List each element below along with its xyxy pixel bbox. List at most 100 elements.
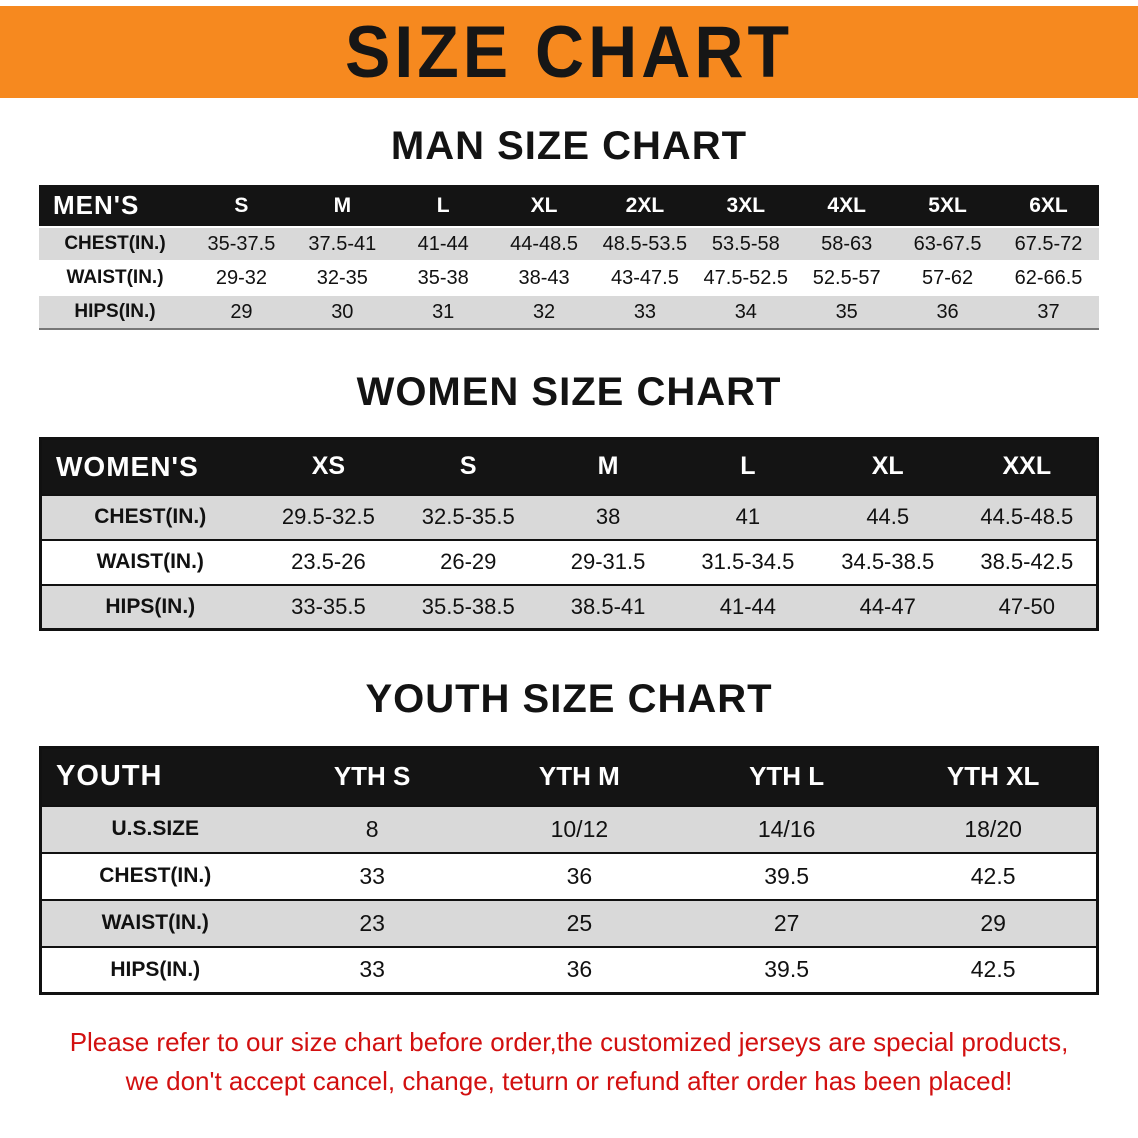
table-row: HIPS(IN.) 33 36 39.5 42.5	[40, 946, 1098, 994]
column-header: YTH L	[683, 747, 891, 806]
column-header: 6XL	[998, 185, 1099, 227]
size-value-cell: 34	[734, 300, 757, 323]
table-corner-label: YOUTH	[40, 747, 269, 806]
size-value-cell: 27	[773, 909, 800, 936]
size-value-cell: 29.5-32.5	[281, 504, 375, 529]
size-value-cell: 14/16	[757, 815, 816, 842]
table-header-row: MEN'S S M L XL 2XL 3XL 4XL 5XL 6XL	[39, 185, 1099, 227]
table-row: WAIST(IN.) 23.5-26 26-29 29-31.5 31.5-34.5 34…	[40, 539, 1098, 585]
size-value-cell: 41	[735, 504, 761, 529]
size-value-cell: 44.5-48.5	[980, 504, 1074, 529]
size-value-cell: 29-31.5	[570, 549, 646, 574]
men-size-table: MEN'S S M L XL 2XL 3XL 4XL 5XL 6XL CHEST(IN.) 35-37…	[39, 185, 1099, 330]
size-value-cell: 44-47	[859, 593, 916, 619]
table-row: CHEST(IN.) 29.5-32.5 32.5-35.5 38 41 44.5 44.5…	[40, 494, 1098, 540]
size-value-cell: 26-29	[440, 549, 497, 574]
size-value-cell: 44.5	[866, 504, 910, 529]
column-header: S	[398, 438, 539, 495]
men-size-section: MAN SIZE CHART MEN'S S M L XL 2XL 3XL 4XL 5XL 6XL…	[0, 124, 1138, 330]
row-label: U.S.SIZE	[111, 817, 200, 840]
size-value-cell: 38.5-42.5	[980, 549, 1074, 574]
size-value-cell: 36	[936, 300, 959, 323]
women-size-table: WOMEN'S XS S M L XL XXL CHEST(IN.) 29.5-32.5 32.5…	[39, 437, 1099, 631]
size-value-cell: 47-50	[998, 593, 1055, 619]
column-header: YTH S	[268, 747, 476, 806]
size-value-cell: 36	[566, 956, 593, 983]
table-row: HIPS(IN.) 29 30 31 32 33 34 35 36 37	[39, 295, 1099, 329]
size-value-cell: 44-48.5	[510, 232, 578, 255]
table-header-row: YOUTH YTH S YTH M YTH L YTH XL	[40, 747, 1098, 806]
size-value-cell: 63-67.5	[913, 232, 982, 255]
size-value-cell: 32-35	[316, 266, 368, 289]
column-header: XS	[258, 438, 399, 495]
table-row: CHEST(IN.) 33 36 39.5 42.5	[40, 852, 1098, 900]
size-value-cell: 37.5-41	[308, 232, 377, 255]
youth-size-table: YOUTH YTH S YTH M YTH L YTH XL U.S.SIZE 8 10/12…	[39, 746, 1099, 995]
size-value-cell: 32.5-35.5	[421, 504, 515, 529]
size-value-cell: 35.5-38.5	[421, 593, 515, 619]
table-row: WAIST(IN.) 29-32 32-35 35-38 38-43 43-47.5 47.…	[39, 261, 1099, 295]
size-value-cell: 32	[532, 300, 556, 323]
column-header: YTH XL	[890, 747, 1098, 806]
size-value-cell: 57-62	[921, 266, 974, 289]
column-header: 3XL	[695, 185, 797, 227]
size-value-cell: 53.5-58	[711, 232, 780, 255]
column-header: XL	[817, 438, 958, 495]
column-header: XL	[493, 185, 595, 227]
row-label: WAIST(IN.)	[101, 911, 209, 934]
size-value-cell: 42.5	[970, 862, 1016, 889]
size-value-cell: 35-37.5	[207, 232, 276, 255]
size-value-cell: 23	[359, 909, 385, 936]
size-value-cell: 43-47.5	[611, 266, 679, 289]
size-value-cell: 38	[595, 504, 621, 529]
size-value-cell: 47.5-52.5	[703, 266, 789, 289]
size-value-cell: 37	[1037, 300, 1060, 323]
size-value-cell: 8	[365, 815, 379, 842]
size-value-cell: 18/20	[964, 815, 1022, 842]
table-row: U.S.SIZE 8 10/12 14/16 18/20	[40, 805, 1098, 853]
size-value-cell: 39.5	[764, 956, 809, 983]
column-header: XXL	[957, 438, 1098, 495]
table-corner-label: MEN'S	[39, 185, 191, 227]
row-label: HIPS(IN.)	[105, 594, 196, 618]
size-value-cell: 30	[331, 300, 354, 323]
size-value-cell: 67.5-72	[1014, 232, 1083, 255]
size-chart-page: SIZE CHART MAN SIZE CHART MEN'S S M L XL 2XL 3…	[0, 6, 1138, 1101]
size-value-cell: 29	[230, 300, 253, 323]
size-value-cell: 41-44	[719, 593, 777, 619]
size-value-cell: 62-66.5	[1014, 266, 1083, 289]
column-header: L	[392, 185, 494, 227]
size-value-cell: 38.5-41	[570, 593, 646, 619]
men-section-heading: MAN SIZE CHART	[390, 124, 748, 168]
table-row: CHEST(IN.) 35-37.5 37.5-41 41-44 44-48.5 48.5…	[39, 227, 1099, 261]
size-value-cell: 33	[359, 862, 385, 889]
table-corner-label: WOMEN'S	[40, 438, 259, 495]
column-header: 4XL	[796, 185, 898, 227]
size-value-cell: 52.5-57	[812, 266, 881, 289]
row-label: CHEST(IN.)	[94, 505, 207, 528]
row-label: HIPS(IN.)	[110, 957, 201, 981]
size-value-cell: 36	[566, 862, 593, 889]
column-header: 5XL	[897, 185, 998, 227]
column-header: M	[538, 438, 678, 495]
size-value-cell: 33	[633, 300, 657, 323]
column-header: L	[677, 438, 818, 495]
notice-line-2: we don't accept cancel, change, teturn o…	[125, 1066, 1013, 1096]
size-value-cell: 29	[980, 909, 1006, 936]
column-header: S	[191, 185, 292, 227]
size-value-cell: 41-44	[417, 232, 469, 255]
column-header: YTH M	[475, 747, 683, 806]
women-section-heading: WOMEN SIZE CHART	[356, 370, 782, 414]
size-value-cell: 29-32	[215, 266, 268, 289]
table-row: HIPS(IN.) 33-35.5 35.5-38.5 38.5-41 41-44 44-…	[40, 584, 1098, 630]
row-label: WAIST(IN.)	[66, 267, 164, 288]
women-size-section: WOMEN SIZE CHART WOMEN'S XS S M L XL XXL CHEST(…	[0, 370, 1138, 631]
table-header-row: WOMEN'S XS S M L XL XXL	[40, 438, 1098, 495]
size-value-cell: 33-35.5	[291, 593, 366, 619]
table-row: WAIST(IN.) 23 25 27 29	[40, 899, 1098, 947]
size-value-cell: 58-63	[821, 232, 873, 255]
row-label: CHEST(IN.)	[64, 233, 166, 254]
size-value-cell: 23.5-26	[291, 549, 366, 574]
column-header: 2XL	[594, 185, 696, 227]
column-header: M	[291, 185, 393, 227]
